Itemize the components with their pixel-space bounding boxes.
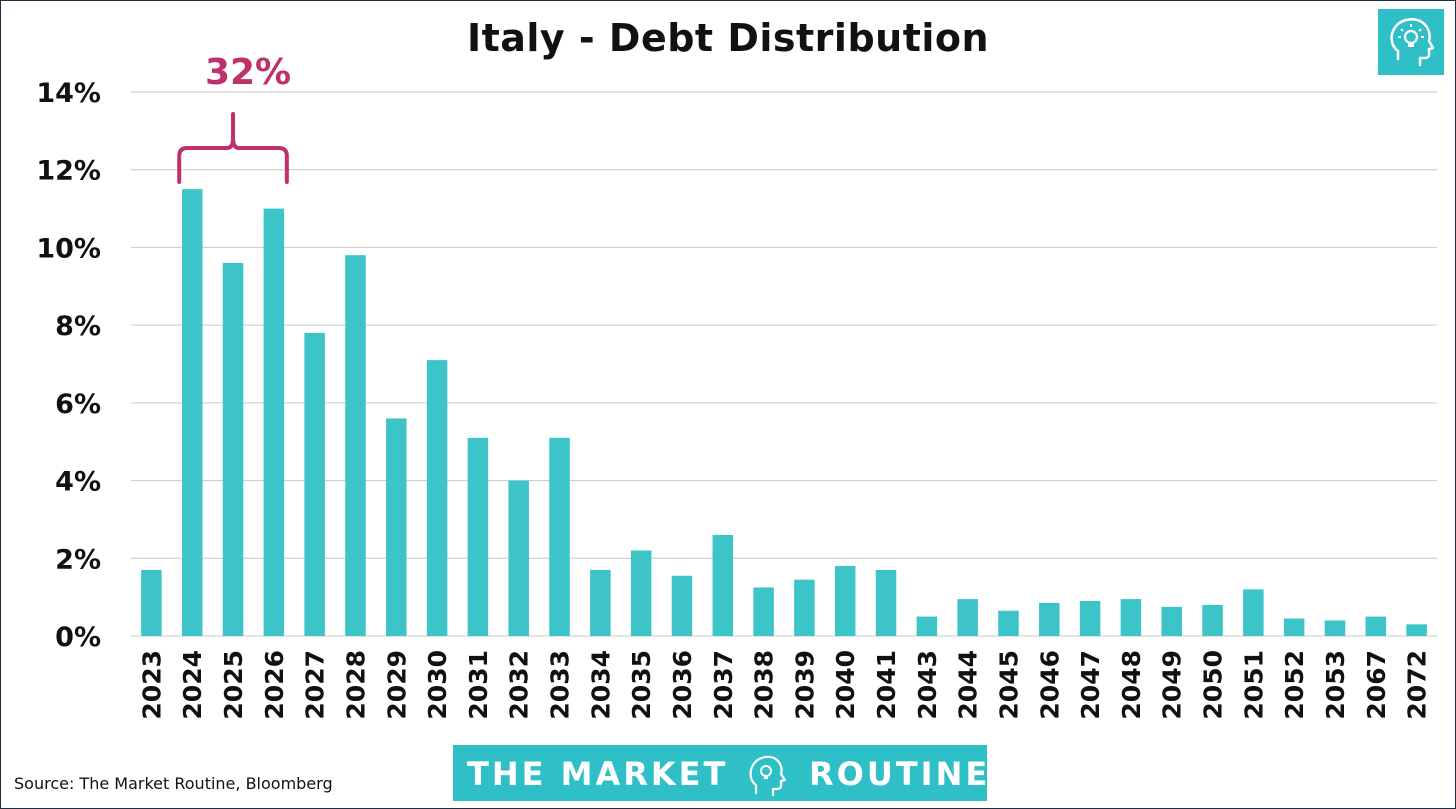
bar bbox=[916, 616, 938, 636]
bar bbox=[549, 437, 570, 636]
x-tick-label: 2035 bbox=[627, 650, 656, 720]
x-tick-label: 2033 bbox=[546, 650, 575, 720]
y-tick-label: 12% bbox=[36, 156, 101, 187]
bar bbox=[181, 189, 203, 636]
bar bbox=[753, 587, 774, 636]
annotation-bracket bbox=[177, 112, 289, 184]
bar bbox=[508, 480, 529, 636]
bar bbox=[426, 360, 448, 636]
bar bbox=[630, 550, 652, 636]
x-tick-label: 2044 bbox=[954, 650, 983, 720]
bar bbox=[957, 599, 978, 636]
y-tick-label: 2% bbox=[55, 544, 101, 575]
bar bbox=[1365, 616, 1387, 636]
x-tick-label: 2049 bbox=[1158, 650, 1187, 720]
banner-text-right: ROUTINE bbox=[809, 755, 991, 793]
bar bbox=[671, 575, 693, 636]
bar bbox=[263, 208, 285, 637]
x-tick-label: 2037 bbox=[709, 650, 738, 720]
bar bbox=[834, 566, 856, 636]
x-tick-label: 2032 bbox=[505, 650, 534, 720]
bar bbox=[1039, 602, 1060, 636]
x-tick-label: 2039 bbox=[790, 650, 819, 720]
x-tick-label: 2028 bbox=[341, 650, 370, 720]
bar bbox=[1406, 624, 1427, 636]
x-tick-label: 2046 bbox=[1035, 650, 1064, 720]
x-tick-label: 2030 bbox=[423, 650, 452, 720]
x-tick-label: 2024 bbox=[178, 650, 207, 720]
source-note: Source: The Market Routine, Bloomberg bbox=[14, 774, 333, 793]
y-tick-label: 4% bbox=[55, 467, 101, 498]
bar bbox=[1324, 620, 1346, 636]
x-tick-label: 2041 bbox=[872, 650, 901, 720]
corner-logo bbox=[1378, 9, 1444, 75]
x-tick-label: 2048 bbox=[1117, 650, 1146, 720]
head-lightbulb-icon bbox=[749, 755, 787, 797]
x-tick-label: 2038 bbox=[750, 650, 779, 720]
bar bbox=[467, 437, 489, 636]
bar bbox=[345, 255, 366, 636]
annotation-label: 32% bbox=[205, 52, 291, 93]
head-lightbulb-icon bbox=[1390, 18, 1435, 67]
x-tick-label: 2043 bbox=[913, 650, 942, 720]
chart-title: Italy - Debt Distribution bbox=[466, 16, 990, 60]
bar bbox=[1243, 589, 1264, 636]
x-tick-label: 2053 bbox=[1321, 650, 1350, 720]
bar bbox=[1283, 618, 1305, 636]
bar bbox=[304, 332, 325, 636]
bar bbox=[1202, 604, 1223, 636]
x-tick-label: 2036 bbox=[668, 650, 697, 720]
x-tick-label: 2027 bbox=[301, 650, 330, 720]
bar bbox=[1161, 606, 1182, 636]
banner-text-left: THE MARKET bbox=[467, 755, 729, 793]
bar bbox=[222, 262, 244, 636]
x-tick-label: 2023 bbox=[137, 650, 166, 720]
bar bbox=[712, 534, 734, 636]
x-tick-label: 2025 bbox=[219, 650, 248, 720]
bar bbox=[998, 610, 1019, 636]
bar bbox=[794, 579, 815, 636]
bar bbox=[1120, 599, 1142, 636]
x-tick-label: 2047 bbox=[1076, 650, 1105, 720]
bar bbox=[875, 569, 897, 636]
x-tick-label: 2029 bbox=[382, 650, 411, 720]
y-tick-label: 10% bbox=[36, 233, 101, 264]
y-tick-label: 6% bbox=[55, 389, 101, 420]
brand-banner: THE MARKET ROUTINE bbox=[453, 745, 987, 801]
x-tick-label: 2067 bbox=[1362, 650, 1391, 720]
y-tick-label: 8% bbox=[55, 311, 101, 342]
y-tick-label: 14% bbox=[36, 78, 101, 109]
bar bbox=[590, 569, 611, 636]
x-tick-label: 2072 bbox=[1403, 650, 1432, 720]
x-tick-label: 2052 bbox=[1280, 650, 1309, 720]
x-tick-label: 2050 bbox=[1199, 650, 1228, 720]
x-tick-label: 2045 bbox=[994, 650, 1023, 720]
bar bbox=[1079, 601, 1101, 636]
x-tick-label: 2051 bbox=[1239, 650, 1268, 720]
bar bbox=[386, 418, 407, 636]
y-tick-label: 0% bbox=[55, 622, 101, 653]
x-tick-label: 2040 bbox=[831, 650, 860, 720]
x-tick-label: 2034 bbox=[586, 650, 615, 720]
x-tick-label: 2031 bbox=[464, 650, 493, 720]
bar bbox=[141, 569, 162, 636]
x-tick-label: 2026 bbox=[260, 650, 289, 720]
